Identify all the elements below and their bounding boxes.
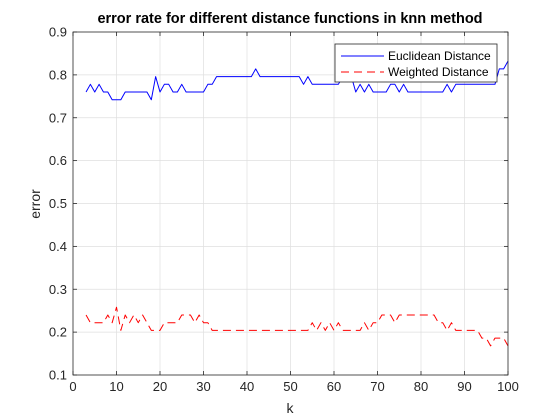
y-tick-label: 0.5 xyxy=(49,196,67,211)
legend-label-weighted: Weighted Distance xyxy=(388,65,489,79)
x-tick-label: 10 xyxy=(109,379,123,394)
legend: Euclidean Distance Weighted Distance xyxy=(334,43,498,83)
x-tick-label: 60 xyxy=(327,379,341,394)
x-tick-label: 70 xyxy=(370,379,384,394)
x-tick-label: 50 xyxy=(283,379,297,394)
x-tick-label: 100 xyxy=(497,379,519,394)
y-tick-label: 0.3 xyxy=(49,282,67,297)
x-tick-label: 40 xyxy=(240,379,254,394)
ticks xyxy=(72,31,509,376)
series-line-euclidean xyxy=(85,60,509,101)
chart-title: error rate for different distance functi… xyxy=(97,11,482,27)
y-tick-label: 0.8 xyxy=(49,67,67,82)
x-tick-label: 30 xyxy=(196,379,210,394)
x-tick-label: 20 xyxy=(153,379,167,394)
y-tick-label: 0.2 xyxy=(49,325,67,340)
x-tick-label: 90 xyxy=(457,379,471,394)
tick-labels: 0 10 20 30 40 50 60 70 80 90 100 0.1 0.2 0.3 0.4 0.5 0.6… xyxy=(49,25,519,395)
x-tick-label: 80 xyxy=(414,379,428,394)
y-tick-label: 0.1 xyxy=(49,368,67,383)
plot-lines xyxy=(85,60,509,347)
x-axis-label: k xyxy=(287,400,295,416)
legend-box xyxy=(334,43,498,83)
legend-label-euclidean: Euclidean Distance xyxy=(388,49,491,63)
grid xyxy=(73,32,508,375)
y-tick-label: 0.9 xyxy=(49,25,67,40)
y-tick-label: 0.4 xyxy=(49,239,67,254)
x-tick-label: 0 xyxy=(69,379,76,394)
y-tick-label: 0.7 xyxy=(49,110,67,125)
y-tick-label: 0.6 xyxy=(49,153,67,168)
y-axis-label: error xyxy=(27,189,43,219)
